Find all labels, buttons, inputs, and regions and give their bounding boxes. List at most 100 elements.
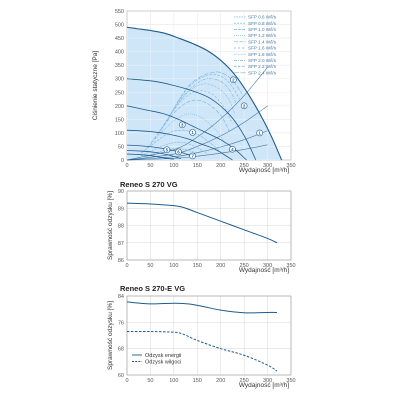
y-tick-label: 200 (115, 104, 124, 110)
sfp-line (140, 148, 198, 158)
x-tick-label: 50 (147, 378, 153, 384)
point-marker-label: 2 (232, 77, 235, 82)
point-marker (256, 129, 263, 137)
sfp-line (145, 113, 226, 150)
y-tick-label: 300 (115, 77, 124, 83)
y-tick-label: 89 (118, 206, 124, 212)
point-marker-label: 7 (191, 154, 194, 159)
x-tick-label: 300 (263, 378, 272, 384)
legend-label: SFP 2.0 W/l/s (248, 58, 277, 63)
y-tick-label: 350 (115, 63, 124, 69)
point-marker-label: 1 (258, 131, 261, 136)
x-tick-label: 150 (193, 378, 202, 384)
chart-title: Reneo S 270 VG (120, 180, 178, 189)
system-curve (126, 105, 268, 161)
legend-label: SFP 0.8 W/l/s (248, 21, 277, 26)
sfp-line (140, 141, 207, 157)
max-curve (126, 26, 283, 161)
y-tick-label: 550 (115, 9, 124, 15)
x-tick-label: 350 (286, 263, 295, 269)
x-tick-label: 350 (286, 163, 295, 169)
efficiency-line (126, 202, 278, 244)
fan-curve (126, 150, 182, 160)
legend-label: SFP 2.2 W/l/s (248, 64, 277, 69)
x-tick-label: 250 (240, 163, 249, 169)
y-axis-label: Sprawność odzysku [%] (107, 191, 114, 260)
point-marker (175, 148, 182, 156)
point-marker-label: 5 (166, 147, 169, 152)
point-marker-label: 4 (231, 147, 234, 152)
point-marker (240, 102, 248, 110)
efficiency-chart-reneo-s-270-e-vg: Reneo S 270-E VG 0 50 100 150 200 250 300 350 60 6… (107, 284, 296, 389)
legend-label: SFP 0.6 W/l/s (248, 15, 277, 20)
y-tick-label: 500 (115, 23, 124, 29)
x-axis-label: Wydajność [m³/h] (239, 382, 289, 389)
legend-label: SFP 1.8 W/l/s (248, 52, 277, 57)
point-marker (230, 76, 237, 84)
y-tick-label: 400 (115, 50, 124, 56)
sfp-line (140, 129, 221, 154)
point-marker (163, 146, 171, 154)
legend-label: SFP 1.2 W/l/s (248, 33, 277, 38)
sfp-line (164, 78, 238, 125)
point-marker-label: 2 (243, 103, 246, 108)
y-tick-label: 68 (118, 347, 124, 353)
x-tick-label: 50 (147, 263, 153, 269)
x-tick-label: 100 (169, 163, 178, 169)
fan-curve (126, 78, 257, 161)
x-tick-label: 300 (263, 263, 272, 269)
point-marker (229, 145, 236, 153)
legend-label: SFP 2.4 W/l/s (248, 70, 277, 75)
fan-curve (126, 153, 174, 160)
x-tick-label: 0 (125, 163, 128, 169)
point-marker (178, 121, 186, 129)
x-tick-label: 100 (169, 263, 178, 269)
energy-recovery-line (126, 301, 277, 314)
sfp-line (168, 74, 240, 117)
x-tick-label: 300 (263, 163, 272, 169)
y-tick-label: 0 (121, 158, 124, 164)
fan-performance-chart: 0 50 100 150 200 250 300 3500501001502002503003… (92, 9, 296, 174)
x-tick-label: 150 (193, 263, 202, 269)
legend-label: SFP 1.4 W/l/s (248, 39, 277, 44)
plot-frame (126, 295, 292, 376)
x-tick-label: 50 (147, 163, 153, 169)
fan-curve (126, 129, 233, 161)
x-tick-label: 250 (240, 378, 249, 384)
plot-frame (126, 190, 292, 261)
y-tick-label: 60 (118, 373, 124, 379)
x-tick-label: 200 (216, 263, 225, 269)
point-marker-label: 1 (191, 130, 194, 135)
sfp-line (159, 83, 236, 134)
legend-label: Odzysk wilgoci (145, 360, 181, 366)
y-tick-label: 87 (118, 241, 124, 247)
operating-area-fill (127, 27, 282, 160)
y-tick-label: 86 (118, 258, 124, 264)
x-tick-label: 100 (169, 378, 178, 384)
x-axis-label: Wydajność [m³/h] (239, 267, 289, 274)
fan-curve (126, 105, 247, 161)
point-marker (189, 129, 196, 136)
legend-label: SFP 1.6 W/l/s (248, 46, 277, 51)
x-axis-label: Wydajność [m³/h] (239, 167, 289, 174)
legend-label: SFP 1.0 W/l/s (248, 27, 277, 32)
x-tick-label: 250 (240, 263, 249, 269)
y-tick-label: 100 (115, 131, 124, 137)
y-tick-label: 150 (115, 117, 124, 123)
y-tick-label: 50 (118, 144, 124, 150)
y-tick-label: 450 (115, 36, 124, 42)
point-marker-label: 3 (181, 122, 184, 127)
y-tick-label: 76 (118, 320, 124, 326)
x-tick-label: 350 (286, 378, 295, 384)
x-tick-label: 0 (125, 378, 128, 384)
chart-title: Reneo S 270-E VG (120, 284, 185, 293)
system-curve (126, 67, 268, 161)
x-tick-label: 200 (216, 378, 225, 384)
efficiency-chart-reneo-s-270-vg: Reneo S 270 VG 0 50 100 150 200 250 300 350 86 87 8… (107, 180, 296, 274)
point-marker (189, 152, 196, 160)
y-tick-label: 84 (118, 294, 124, 300)
x-tick-label: 150 (193, 163, 202, 169)
x-tick-label: 200 (216, 163, 225, 169)
